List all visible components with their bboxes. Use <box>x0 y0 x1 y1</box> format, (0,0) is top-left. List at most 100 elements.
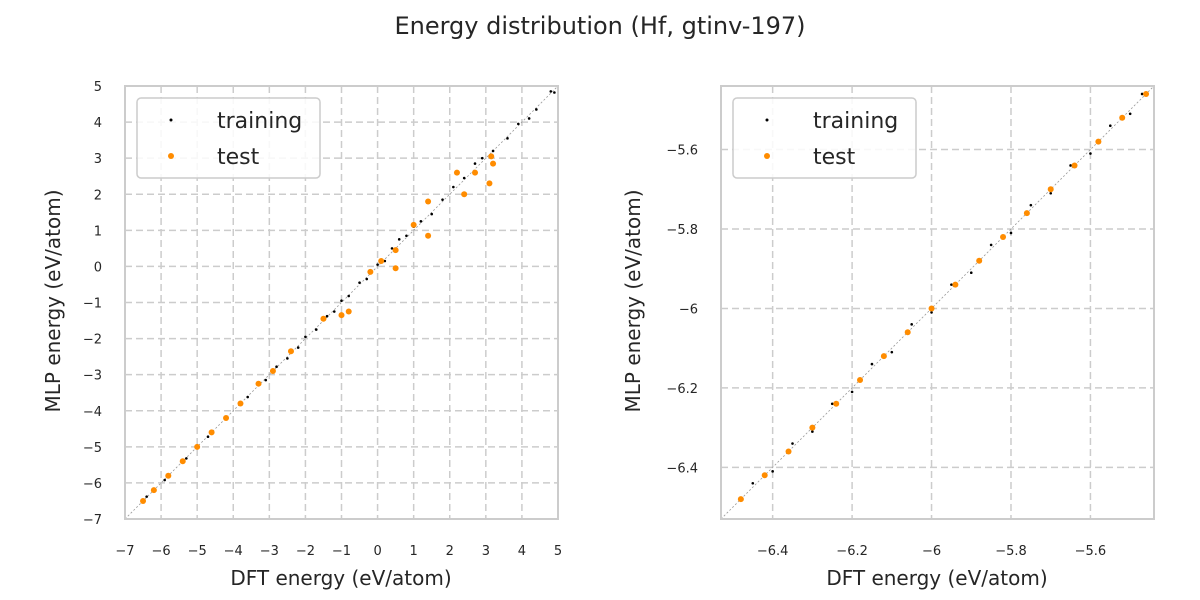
x-tick-label: 1 <box>410 544 418 559</box>
training-point <box>553 91 556 94</box>
x-tick-label: −6.2 <box>836 544 868 559</box>
y-tick-label: 4 <box>94 116 102 131</box>
y-tick-label: −4 <box>83 405 102 420</box>
training-point <box>419 220 423 223</box>
x-tick-label: −3 <box>260 544 279 559</box>
test-point <box>928 305 935 312</box>
plot-frame <box>124 85 559 520</box>
training-point <box>145 495 148 498</box>
y-tick-label: −6.4 <box>666 461 698 476</box>
test-point <box>453 169 460 176</box>
test-point <box>269 368 276 375</box>
training-point <box>347 294 351 298</box>
training-point <box>264 378 268 382</box>
test-point <box>338 312 345 319</box>
test-point <box>410 221 417 228</box>
series-test <box>737 90 1150 503</box>
test-point <box>1047 186 1054 193</box>
test-point <box>255 380 262 387</box>
test-point <box>1023 210 1030 217</box>
training-point <box>491 149 495 153</box>
training-point <box>950 283 953 286</box>
training-point <box>332 310 336 313</box>
test-point <box>237 400 244 407</box>
legend-marker-training <box>169 118 173 122</box>
training-point <box>383 259 387 263</box>
y-tick-label: 2 <box>94 188 102 203</box>
plot-left: DFT energy (eV/atom) MLP energy (eV/atom… <box>41 80 562 590</box>
test-point <box>345 308 352 315</box>
test-point <box>1143 90 1150 97</box>
x-tick-label: 5 <box>554 544 562 559</box>
y-tick-label: −5.6 <box>666 144 698 159</box>
y-tick-label: 0 <box>94 260 102 275</box>
test-point <box>490 160 497 167</box>
test-point <box>1071 162 1078 169</box>
y-tick-label: −1 <box>83 297 102 312</box>
x-axis-label: DFT energy (eV/atom) <box>230 566 451 590</box>
training-point <box>1049 191 1053 195</box>
test-point <box>150 487 157 494</box>
y-tick-label: −6.2 <box>666 382 698 397</box>
training-point <box>1109 124 1112 128</box>
training-point <box>811 430 814 433</box>
training-point <box>340 299 343 302</box>
test-point <box>472 169 479 176</box>
test-point <box>461 191 468 198</box>
test-point <box>223 414 230 421</box>
legend-label-test: test <box>813 145 856 170</box>
training-point <box>286 357 289 360</box>
training-point <box>397 238 401 241</box>
training-point <box>549 90 553 93</box>
training-point <box>1029 203 1033 207</box>
test-point <box>785 448 792 455</box>
legend-label-test: test <box>217 145 260 170</box>
figure-title: Energy distribution (Hf, gtinv-197) <box>394 12 805 40</box>
training-point <box>830 402 834 406</box>
test-point <box>425 232 432 239</box>
training-point <box>850 390 854 394</box>
x-tick-label: −5.8 <box>995 544 1027 559</box>
training-point <box>358 281 361 284</box>
training-point <box>1069 164 1072 167</box>
test-point <box>392 247 399 254</box>
legend-label-training: training <box>813 109 898 134</box>
x-tick-label: −6.4 <box>757 544 789 559</box>
test-point <box>486 180 493 187</box>
y-tick-label: −2 <box>83 333 102 348</box>
test-point <box>1000 233 1007 240</box>
x-tick-label: 4 <box>518 544 526 559</box>
y-axis-label: MLP energy (eV/atom) <box>41 189 65 412</box>
legend-marker-test <box>764 153 770 159</box>
training-point <box>314 328 318 331</box>
x-tick-label: 0 <box>373 544 381 559</box>
training-point <box>535 108 538 111</box>
x-tick-label: −7 <box>115 544 134 559</box>
training-point <box>365 277 369 281</box>
legend-label-training: training <box>217 109 302 134</box>
legend-box <box>136 97 321 179</box>
training-point <box>1089 152 1092 155</box>
x-tick-label: −1 <box>332 544 351 559</box>
training-point <box>751 481 755 485</box>
training-point <box>390 247 394 250</box>
x-tick-label: −5.6 <box>1075 544 1107 559</box>
test-point <box>194 443 201 450</box>
plot-frame <box>720 85 1155 520</box>
training-point <box>304 335 307 339</box>
test-point <box>140 497 147 504</box>
training-point <box>1140 92 1144 96</box>
x-tick-label: −5 <box>188 544 207 559</box>
training-point <box>930 311 933 314</box>
training-point <box>870 362 874 366</box>
x-tick-label: −6 <box>922 544 941 559</box>
test-point <box>367 268 374 275</box>
training-point <box>296 346 300 349</box>
training-point <box>1128 112 1132 116</box>
legend-marker-training <box>765 118 769 122</box>
y-tick-label: −5.8 <box>666 223 698 238</box>
training-point <box>910 323 913 326</box>
x-tick-label: −6 <box>151 544 170 559</box>
y-tick-label: −3 <box>83 369 102 384</box>
